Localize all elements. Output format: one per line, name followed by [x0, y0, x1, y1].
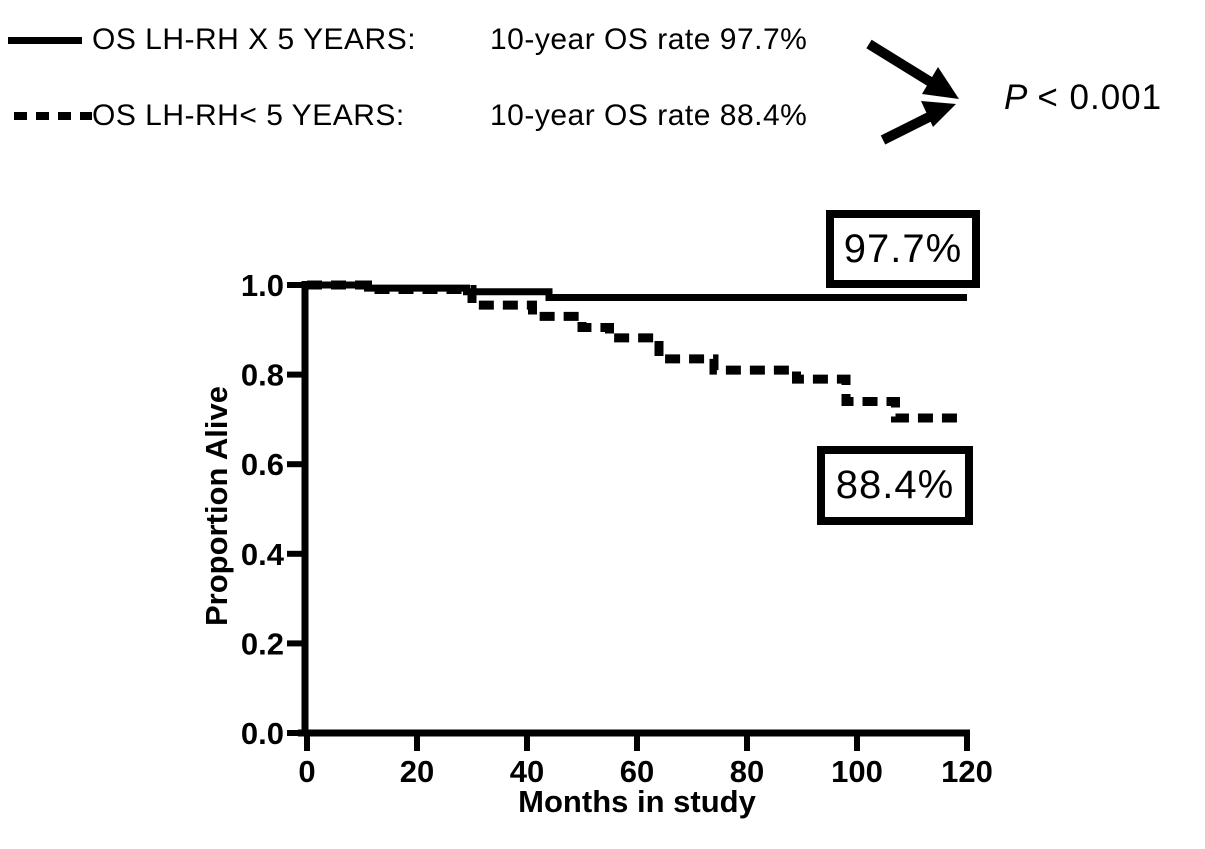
legend-rate: 10-year OS rate 88.4%: [490, 99, 808, 132]
p-symbol: P: [1004, 78, 1029, 117]
os-rate-box-high: 97.7%: [826, 210, 980, 288]
x-tick-label: 60: [620, 754, 654, 789]
arrow-down-right-icon: [866, 39, 959, 99]
legend-label: OS LH-RH< 5 YEARS:: [92, 99, 405, 132]
legend-item-dashed: OS LH-RH< 5 YEARS: 10-year OS rate 88.4%: [8, 92, 807, 140]
y-tick-label: 1.0: [241, 268, 284, 303]
legend: OS LH-RH X 5 YEARS: 10-year OS rate 97.7…: [8, 16, 807, 168]
x-tick-label: 0: [298, 754, 315, 789]
solid-line-swatch-icon: [8, 36, 82, 44]
p-value: P < 0.001: [1004, 78, 1162, 118]
p-comparison: < 0.001: [1037, 78, 1163, 117]
y-tick-label: 0.8: [241, 358, 284, 393]
x-tick-label: 120: [941, 754, 993, 789]
legend-rate: 10-year OS rate 97.7%: [490, 23, 808, 56]
x-axis-title: Months in study: [518, 784, 756, 819]
os-rate-box-low: 88.4%: [817, 446, 973, 525]
converging-arrows: [866, 39, 959, 145]
legend-item-solid: OS LH-RH X 5 YEARS: 10-year OS rate 97.7…: [8, 16, 807, 64]
x-tick-label: 100: [831, 754, 883, 789]
x-tick-label: 40: [510, 754, 544, 789]
km-curve-dashed: [307, 280, 962, 423]
dashed-line-swatch-icon: [14, 112, 92, 120]
y-tick-label: 0.0: [241, 716, 284, 751]
x-tick-label: 80: [730, 754, 764, 789]
y-tick-label: 0.2: [241, 626, 284, 661]
y-axis-title: Proportion Alive: [199, 386, 234, 626]
y-tick-label: 0.6: [241, 447, 284, 482]
y-tick-label: 0.4: [241, 537, 285, 572]
legend-label: OS LH-RH X 5 YEARS:: [92, 23, 417, 56]
x-tick-label: 20: [400, 754, 434, 789]
arrow-up-right-icon: [880, 101, 956, 145]
